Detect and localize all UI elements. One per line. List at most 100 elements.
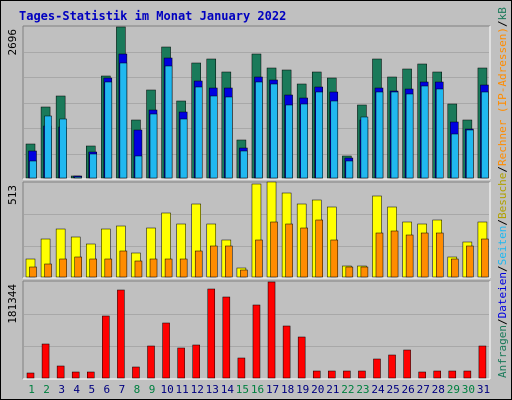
bar-kbf-day-2 xyxy=(41,343,50,379)
bar-seiten-day-11 xyxy=(179,118,188,179)
bar-seiten-day-9 xyxy=(149,113,158,179)
bar-rechner-day-23 xyxy=(360,266,369,278)
bar-rechner-day-11 xyxy=(179,258,188,278)
bar-seiten-day-22 xyxy=(345,160,354,179)
right-axis-legend-segment: / xyxy=(496,20,509,27)
panel-3-max-label: 181344 xyxy=(6,284,19,324)
right-axis-legend-segment: / xyxy=(496,265,509,272)
bar-seiten-day-17 xyxy=(270,83,278,179)
right-axis-legend-segment: / xyxy=(496,318,509,325)
day-label-14: 14 xyxy=(221,383,235,396)
day-label-21: 21 xyxy=(326,383,339,396)
day-label-19: 19 xyxy=(296,383,309,396)
day-label-20: 20 xyxy=(311,383,324,396)
bar-seiten-day-12 xyxy=(194,86,203,179)
bar-kbf-day-7 xyxy=(117,289,125,379)
bar-seiten-day-18 xyxy=(285,104,293,179)
bar-kbf-day-1 xyxy=(26,372,35,379)
day-label-24: 24 xyxy=(371,383,385,396)
bar-rechner-day-24 xyxy=(375,232,384,278)
right-axis-legend-segment: kB Out xyxy=(496,1,509,20)
day-label-31: 31 xyxy=(477,383,490,396)
bar-kbf-day-11 xyxy=(177,347,185,379)
bar-kbf-day-9 xyxy=(147,345,155,379)
day-label-18: 18 xyxy=(281,383,294,396)
bar-kbf-day-4 xyxy=(71,371,80,379)
day-label-30: 30 xyxy=(462,383,475,396)
bar-rechner-day-8 xyxy=(134,260,143,278)
panel-1-max-label: 2696 xyxy=(6,29,19,56)
bar-seiten-day-21 xyxy=(330,100,339,179)
bar-rechner-day-4 xyxy=(74,256,82,278)
bar-rechner-day-10 xyxy=(164,258,173,278)
bar-kbf-day-19 xyxy=(297,336,306,379)
bar-seiten-day-15 xyxy=(240,150,248,179)
bar-kbf-day-25 xyxy=(388,354,396,379)
bar-kbf-day-8 xyxy=(132,366,140,379)
panel-2-max-label: 513 xyxy=(6,185,19,205)
bar-seiten-day-8 xyxy=(134,155,143,179)
bar-rechner-day-22 xyxy=(345,266,354,278)
bar-seiten-day-7 xyxy=(119,62,128,179)
bar-seiten-day-25 xyxy=(390,91,399,179)
day-label-17: 17 xyxy=(266,383,279,396)
right-axis-legend-segment: Besuche xyxy=(496,173,509,219)
day-label-16: 16 xyxy=(251,383,264,396)
bar-kbf-day-31 xyxy=(478,345,487,379)
day-label-12: 12 xyxy=(191,383,204,396)
bar-rechner-day-25 xyxy=(390,230,399,278)
bar-kbf-day-29 xyxy=(448,370,457,379)
bar-seiten-day-5 xyxy=(89,153,98,179)
bar-seiten-day-20 xyxy=(315,91,323,179)
bar-rechner-day-6 xyxy=(104,258,113,278)
chart-title: Tages-Statistik im Monat January 2022 xyxy=(19,9,287,23)
day-label-26: 26 xyxy=(402,383,415,396)
day-label-8: 8 xyxy=(134,383,141,396)
bar-kbf-day-16 xyxy=(252,304,261,379)
bar-seiten-day-6 xyxy=(104,81,113,179)
bar-seiten-day-28 xyxy=(435,88,444,179)
right-axis-legend-segment: / xyxy=(496,219,509,226)
day-label-11: 11 xyxy=(176,383,189,396)
bar-seiten-day-27 xyxy=(420,85,429,179)
day-label-6: 6 xyxy=(104,383,111,396)
bar-seiten-day-30 xyxy=(466,129,474,179)
bar-seiten-day-2 xyxy=(44,115,52,179)
bar-seiten-day-24 xyxy=(375,91,384,179)
day-label-4: 4 xyxy=(73,383,80,396)
bar-rechner-day-29 xyxy=(451,258,459,278)
bar-kbf-day-5 xyxy=(87,371,95,379)
bar-seiten-day-14 xyxy=(225,96,233,179)
right-axis-legend-segment: Dateien xyxy=(496,272,509,318)
bars-layer xyxy=(25,26,489,379)
bar-kbf-day-24 xyxy=(373,358,381,379)
day-label-1: 1 xyxy=(28,383,35,396)
day-label-23: 23 xyxy=(356,383,369,396)
bar-rechner-day-26 xyxy=(405,234,414,278)
day-label-28: 28 xyxy=(432,383,445,396)
bar-rechner-day-15 xyxy=(240,269,248,278)
bar-rechner-day-27 xyxy=(420,232,429,278)
right-axis-legend-segment: Anfragen xyxy=(496,325,509,378)
bar-rechner-day-2 xyxy=(44,263,52,278)
day-label-15: 15 xyxy=(236,383,249,396)
bar-seiten-day-4 xyxy=(74,176,82,179)
bar-seiten-day-23 xyxy=(360,116,369,179)
day-label-27: 27 xyxy=(417,383,430,396)
bar-seiten-day-31 xyxy=(481,91,489,179)
bar-kbf-day-20 xyxy=(312,370,321,379)
day-label-3: 3 xyxy=(58,383,65,396)
bar-kbf-day-14 xyxy=(222,296,231,379)
bar-kbf-day-13 xyxy=(207,288,216,379)
bar-kbf-day-3 xyxy=(56,365,65,379)
bar-kbf-day-6 xyxy=(102,315,110,379)
bar-seiten-day-19 xyxy=(300,103,308,179)
bar-seiten-day-26 xyxy=(405,93,414,179)
bar-rechner-day-7 xyxy=(119,250,128,278)
day-label-7: 7 xyxy=(119,383,126,396)
bar-rechner-day-3 xyxy=(59,258,67,278)
bar-kbf-day-10 xyxy=(162,322,170,379)
right-axis-legend-segment: Rechner (IP-Adressen) xyxy=(496,27,509,166)
